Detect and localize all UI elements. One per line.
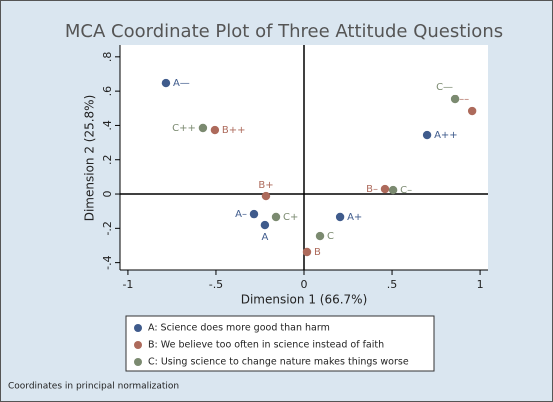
legend-marker — [134, 341, 142, 349]
point-label: B– — [366, 184, 378, 195]
x-tick-label: -1 — [122, 278, 133, 291]
point — [249, 209, 259, 219]
chart-title: MCA Coordinate Plot of Three Attitude Qu… — [65, 21, 503, 42]
point-label: A— — [173, 78, 190, 89]
point — [271, 212, 281, 222]
point-label: A — [261, 232, 268, 243]
y-tick-label: .4 — [101, 120, 114, 130]
point-label: A+ — [347, 212, 362, 223]
y-axis-title: Dimension 2 (25.8%) — [83, 95, 97, 222]
point-label: A++ — [434, 130, 458, 141]
point-label: A– — [235, 209, 247, 220]
point — [261, 191, 271, 201]
y-tick-label: .2 — [101, 154, 114, 165]
point — [210, 125, 220, 135]
point-label: C– — [400, 185, 412, 196]
point-label: C— — [436, 82, 453, 93]
point — [198, 123, 208, 133]
legend-label: A: Science does more good than harm — [148, 323, 330, 334]
point-label: B+ — [258, 180, 273, 191]
x-tick-label: 1 — [477, 278, 484, 291]
point — [315, 231, 325, 241]
point-label: C — [327, 231, 334, 242]
y-tick-label: 0 — [101, 191, 114, 198]
point — [450, 94, 460, 104]
point-label: B — [314, 247, 321, 258]
legend-marker — [134, 324, 142, 332]
legend-box — [125, 315, 435, 372]
x-tick-label: .5 — [387, 278, 398, 291]
y-tick-label: -.2 — [101, 221, 114, 235]
point — [467, 106, 477, 116]
legend-marker — [134, 358, 142, 366]
point-label: C++ — [172, 123, 196, 134]
y-tick-label: .8 — [101, 52, 114, 63]
legend-label: B: We believe too often in science inste… — [148, 340, 384, 351]
legend-label: C: Using science to change nature makes … — [148, 357, 409, 368]
y-tick-label: .6 — [101, 86, 114, 97]
x-tick-label: -.5 — [209, 278, 223, 291]
point — [302, 247, 312, 257]
point-label: B++ — [222, 125, 246, 136]
point — [422, 130, 432, 140]
note: Coordinates in principal normalization — [8, 382, 179, 392]
point — [161, 78, 171, 88]
x-tick-label: 0 — [301, 278, 308, 291]
x-axis-title: Dimension 1 (66.7%) — [241, 293, 368, 307]
point — [388, 185, 398, 195]
point — [335, 212, 345, 222]
point-label: C+ — [283, 212, 298, 223]
point — [380, 184, 390, 194]
y-tick-label: -.4 — [101, 255, 114, 269]
point-label: B–– — [452, 94, 469, 105]
point — [260, 220, 270, 230]
